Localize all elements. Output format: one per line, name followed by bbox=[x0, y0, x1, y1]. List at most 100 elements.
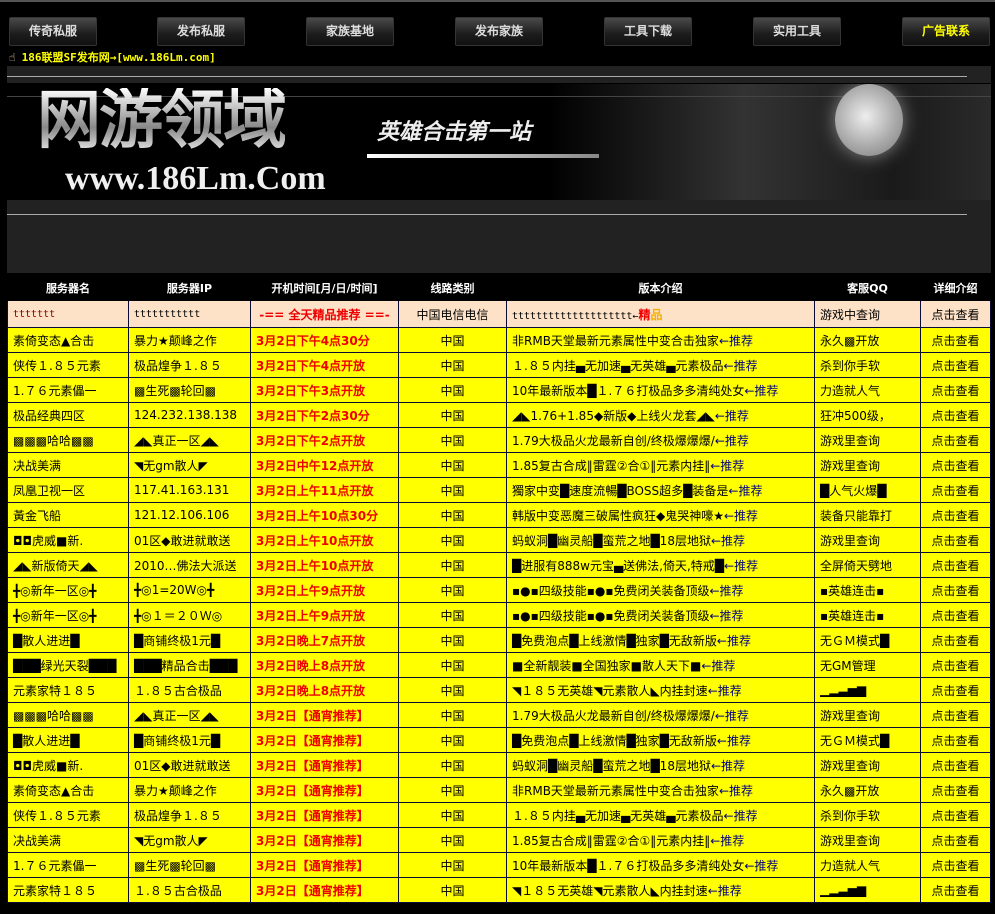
table-row: 决战美满 ◥无gm散人◤ 3月2日【通宵推荐】 中国 1.85复古合成‖雷霆②合①‖元素… bbox=[7, 827, 991, 853]
cell-ip: █商铺终极1元█ bbox=[128, 627, 251, 653]
detail-link[interactable]: 点击查看 bbox=[920, 477, 991, 503]
recommend-tag: ←推荐 bbox=[714, 408, 749, 423]
cell-qq: 永久▩开放 bbox=[814, 777, 921, 803]
cell-name[interactable]: █散人进进█ bbox=[7, 627, 129, 653]
cell-name[interactable]: 决战美满 bbox=[7, 827, 129, 853]
cell-intro[interactable]: tttttttttttttttttttt←精品 bbox=[506, 300, 815, 328]
cell-name[interactable]: 极品经典四区 bbox=[7, 402, 129, 428]
cell-intro[interactable]: 非RMB天堂最新元素属性中变合击独家←推荐 bbox=[506, 327, 815, 353]
detail-link[interactable]: 点击查看 bbox=[920, 300, 991, 328]
cell-intro[interactable]: █进服有888w元宝▄送佛法,倚天,特戒█←推荐 bbox=[506, 552, 815, 578]
cell-intro[interactable]: 蚂蚁洞█幽灵船█蛮荒之地█18层地狱←推荐 bbox=[506, 752, 815, 778]
cell-name[interactable]: ╋◎新年一区◎╋ bbox=[7, 577, 129, 603]
detail-link[interactable]: 点击查看 bbox=[920, 627, 991, 653]
cell-intro[interactable]: ▪●▪四级技能▪●▪免费闭关装备顶级←推荐 bbox=[506, 602, 815, 628]
banner-line bbox=[7, 96, 991, 97]
cell-name[interactable]: 素倚变态▲合击 bbox=[7, 327, 129, 353]
nav-button-ad-contact[interactable]: 广告联系 bbox=[902, 17, 990, 46]
detail-link[interactable]: 点击查看 bbox=[920, 877, 991, 903]
site-banner[interactable]: 网游领域 英雄合击第一站 www.186Lm.Com bbox=[7, 84, 991, 200]
detail-link[interactable]: 点击查看 bbox=[920, 602, 991, 628]
cell-intro[interactable]: ■全新靓装■全国独家■散人天下■←推荐 bbox=[506, 652, 815, 678]
detail-link[interactable]: 点击查看 bbox=[920, 677, 991, 703]
cell-intro[interactable]: ◥１８５无英雄◥元素散人◣内挂封速←推荐 bbox=[506, 877, 815, 903]
cell-name[interactable]: 决战美满 bbox=[7, 452, 129, 478]
detail-link[interactable]: 点击查看 bbox=[920, 827, 991, 853]
detail-link[interactable]: 点击查看 bbox=[920, 727, 991, 753]
marquee[interactable]: ☝ 186联盟SF发布网→[www.186Lm.com] bbox=[9, 50, 216, 66]
cell-intro[interactable]: 非RMB天堂最新元素属性中变合击独家←推荐 bbox=[506, 777, 815, 803]
detail-link[interactable]: 点击查看 bbox=[920, 452, 991, 478]
detail-link[interactable]: 点击查看 bbox=[920, 702, 991, 728]
nav-button-publish-family[interactable]: 发布家族 bbox=[455, 17, 543, 46]
detail-link[interactable]: 点击查看 bbox=[920, 502, 991, 528]
cell-intro[interactable]: 韩版中变恶魔三破属性疯狂◆鬼哭神嚎★←推荐 bbox=[506, 502, 815, 528]
banner-slogan: 英雄合击第一站 bbox=[377, 120, 532, 145]
cell-name[interactable]: 元素家特１８５ bbox=[7, 677, 129, 703]
cell-name[interactable]: 凤凰卫视一区 bbox=[7, 477, 129, 503]
cell-intro[interactable]: ◥１８５无英雄◥元素散人◣内挂封速←推荐 bbox=[506, 677, 815, 703]
cell-time: 3月2日上午10点30分 bbox=[250, 502, 399, 528]
nav-button-legend-servers[interactable]: 传奇私服 bbox=[9, 17, 97, 46]
cell-name[interactable]: 侠传１.８５元素 bbox=[7, 802, 129, 828]
detail-link[interactable]: 点击查看 bbox=[920, 327, 991, 353]
cell-ip: 117.41.163.131 bbox=[128, 477, 251, 503]
detail-link[interactable]: 点击查看 bbox=[920, 777, 991, 803]
detail-link[interactable]: 点击查看 bbox=[920, 652, 991, 678]
cell-qq: 无ＧＭ模式█ bbox=[814, 627, 921, 653]
cell-intro[interactable]: 獨家中变█速度流暢█BOSS超多█装备是←推荐 bbox=[506, 477, 815, 503]
cell-intro[interactable]: １.８５内挂▄无加速▄无英雄▄元素极品←推荐 bbox=[506, 802, 815, 828]
nav-button-publish-server[interactable]: 发布私服 bbox=[157, 17, 245, 46]
cell-line: 中国 bbox=[398, 402, 507, 428]
moon-image bbox=[835, 84, 903, 156]
detail-link[interactable]: 点击查看 bbox=[920, 852, 991, 878]
cell-name[interactable]: 元素家特１８５ bbox=[7, 877, 129, 903]
cell-intro[interactable]: 1.79大极品火龙最新自创/终极爆爆爆/←推荐 bbox=[506, 427, 815, 453]
cell-name[interactable]: ▩▩▩哈哈▩▩ bbox=[7, 702, 129, 728]
detail-link[interactable]: 点击查看 bbox=[920, 527, 991, 553]
cell-name[interactable]: 黃金飞船 bbox=[7, 502, 129, 528]
cell-intro[interactable]: 1.85复古合成‖雷霆②合①‖元素内挂‖←推荐 bbox=[506, 452, 815, 478]
nav-button-family-base[interactable]: 家族基地 bbox=[306, 17, 394, 46]
nav-button-utilities[interactable]: 实用工具 bbox=[753, 17, 841, 46]
cell-intro[interactable]: 10年最新版本█１.７６打极品多多清纯处女←推荐 bbox=[506, 852, 815, 878]
cell-line: 中国 bbox=[398, 852, 507, 878]
table-row: ╋◎新年一区◎╋ ╋◎１＝２０Ｗ◎ 3月2日上午9点开放 中国 ▪●▪四级技能▪●▪免费… bbox=[7, 602, 991, 628]
cell-intro[interactable]: ◢◣1.76+1.85◆新版◆上线火龙套◢◣←推荐 bbox=[506, 402, 815, 428]
cell-name[interactable]: ▩▩▩哈哈▩▩ bbox=[7, 427, 129, 453]
nav-button-tool-download[interactable]: 工具下载 bbox=[604, 17, 692, 46]
detail-link[interactable]: 点击查看 bbox=[920, 352, 991, 378]
cell-intro[interactable]: 1.85复古合成‖雷霆②合①‖元素内挂‖←推荐 bbox=[506, 827, 815, 853]
cell-line: 中国 bbox=[398, 602, 507, 628]
cell-intro[interactable]: １.８５内挂▄无加速▄无英雄▄元素极品←推荐 bbox=[506, 352, 815, 378]
cell-qq: 游戏中查询 bbox=[814, 300, 921, 328]
cell-name[interactable]: 1.７６元素儡一 bbox=[7, 852, 129, 878]
cell-line: 中国 bbox=[398, 577, 507, 603]
recommend-tag: ←推荐 bbox=[707, 683, 742, 698]
cell-name[interactable]: ╋◎新年一区◎╋ bbox=[7, 602, 129, 628]
cell-intro[interactable]: █免费泡点█上线激情█独家█无敌新版←推荐 bbox=[506, 727, 815, 753]
detail-link[interactable]: 点击查看 bbox=[920, 402, 991, 428]
detail-link[interactable]: 点击查看 bbox=[920, 377, 991, 403]
cell-name[interactable]: ◢◣新版倚天◢◣ bbox=[7, 552, 129, 578]
recommend-tag: ←推荐 bbox=[724, 558, 759, 573]
cell-ip: 01区◆敢进就敢送 bbox=[128, 527, 251, 553]
cell-name[interactable]: 素倚变态▲合击 bbox=[7, 777, 129, 803]
cell-name[interactable]: 侠传１.８５元素 bbox=[7, 352, 129, 378]
detail-link[interactable]: 点击查看 bbox=[920, 802, 991, 828]
cell-intro[interactable]: █免费泡点█上线激情█独家█无敌新版←推荐 bbox=[506, 627, 815, 653]
cell-name[interactable]: 1.７６元素儡一 bbox=[7, 377, 129, 403]
cell-name[interactable]: ttttttt bbox=[7, 300, 129, 328]
cell-intro[interactable]: ▪●▪四级技能▪●▪免费闭关装备顶级←推荐 bbox=[506, 577, 815, 603]
cell-intro[interactable]: 蚂蚁洞█幽灵船█蛮荒之地█18层地狱←推荐 bbox=[506, 527, 815, 553]
detail-link[interactable]: 点击查看 bbox=[920, 577, 991, 603]
detail-link[interactable]: 点击查看 bbox=[920, 752, 991, 778]
cell-name[interactable]: ◘◘虎威■新. bbox=[7, 752, 129, 778]
cell-name[interactable]: ███绿光天裂███ bbox=[7, 652, 129, 678]
cell-intro[interactable]: 10年最新版本█１.７６打极品多多清纯处女←推荐 bbox=[506, 377, 815, 403]
cell-name[interactable]: █散人进进█ bbox=[7, 727, 129, 753]
cell-intro[interactable]: 1.79大极品火龙最新自创/终极爆爆爆/←推荐 bbox=[506, 702, 815, 728]
detail-link[interactable]: 点击查看 bbox=[920, 552, 991, 578]
cell-name[interactable]: ◘◘虎威■新. bbox=[7, 527, 129, 553]
detail-link[interactable]: 点击查看 bbox=[920, 427, 991, 453]
